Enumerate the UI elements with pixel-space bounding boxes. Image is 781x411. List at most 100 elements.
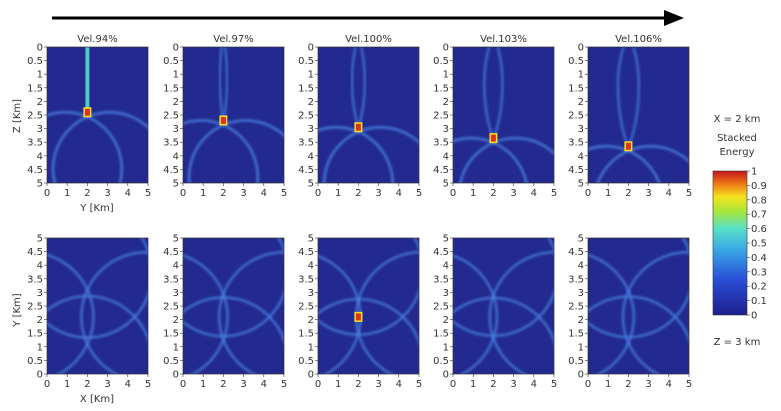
- y-tick-label: 4: [443, 151, 449, 162]
- x-tick-label: 2: [625, 188, 631, 199]
- wavefront-arc: [80, 251, 148, 374]
- y-tick-label: 0.5: [433, 56, 449, 67]
- x-tick-label: 5: [551, 188, 557, 199]
- x-tick-label: 4: [396, 379, 402, 390]
- y-tick-label: 1: [37, 70, 43, 81]
- y-tick-label: 2.5: [298, 302, 314, 313]
- y-tick-label: 5: [173, 234, 179, 245]
- colorbar-tick-label: 0.2: [751, 282, 767, 293]
- y-tick-label: 3: [443, 288, 449, 299]
- y-tick-label: 2.5: [27, 111, 43, 122]
- y-tick-label: 0.5: [27, 56, 43, 67]
- x-tick-label: 0: [44, 379, 50, 390]
- colorbar-tick-label: 0.9: [751, 181, 767, 192]
- y-tick-label: 4.5: [568, 165, 584, 176]
- x-tick-label: 1: [470, 188, 476, 199]
- legend-title-line2: Energy: [719, 147, 754, 158]
- y-tick-label: 5: [578, 179, 584, 190]
- wavefront-arc: [51, 111, 148, 183]
- y-tick-label: 3.5: [298, 138, 314, 149]
- y-tick-label: 1.5: [163, 83, 179, 94]
- y-tick-label: 3.5: [298, 274, 314, 285]
- colorbar-tick-label: 1: [751, 167, 757, 178]
- y-tick-label: 4.5: [27, 247, 43, 258]
- y-tick-label: 0.5: [568, 356, 584, 367]
- y-tick-label: 0.5: [568, 56, 584, 67]
- y-tick-label: 1.5: [298, 329, 314, 340]
- y-tick-label: 2: [173, 315, 179, 326]
- y-tick-label: 0: [578, 370, 584, 381]
- wavefront-arc: [453, 238, 554, 337]
- y-tick-label: 2: [443, 97, 449, 108]
- y-tick-label: 5: [37, 234, 43, 245]
- panel-title: Vel.106%: [615, 34, 662, 45]
- x-tick-label: 2: [84, 188, 90, 199]
- y-tick-label: 2: [443, 315, 449, 326]
- y-tick-label: 3: [308, 288, 314, 299]
- y-tick-label: 5: [578, 234, 584, 245]
- y-tick-label: 2: [37, 97, 43, 108]
- focus-point: [220, 116, 226, 124]
- y-tick-label: 4: [173, 261, 179, 272]
- x-tick-label: 0: [585, 188, 591, 199]
- x-tick-label: 0: [315, 379, 321, 390]
- wavefront-arc: [318, 238, 419, 336]
- y-tick-label: 3.5: [433, 138, 449, 149]
- y-tick-label: 1: [308, 70, 314, 81]
- colorbar-tick-label: 0.5: [751, 239, 767, 250]
- x-tick-label: 2: [490, 379, 496, 390]
- x-tick-label: 2: [84, 379, 90, 390]
- wavefront-branch: [483, 47, 495, 139]
- x-tick-label: 2: [355, 379, 361, 390]
- x-tick-label: 4: [396, 188, 402, 199]
- y-tick-label: 2: [37, 315, 43, 326]
- x-tick-label: 1: [605, 379, 611, 390]
- y-tick-label: 0.5: [433, 356, 449, 367]
- y-tick-label: 3: [173, 124, 179, 135]
- y-tick-label: 5: [37, 179, 43, 190]
- panel-title: Vel.97%: [213, 34, 253, 45]
- wavefront-arc: [453, 137, 528, 183]
- wavefront-branch: [617, 47, 630, 147]
- x-tick-label: 0: [315, 188, 321, 199]
- y-tick-label: 4: [37, 261, 43, 272]
- wavefront-pattern: [47, 47, 148, 183]
- x-tick-label: 1: [470, 379, 476, 390]
- y-tick-label: 3: [173, 288, 179, 299]
- x-tick-label: 2: [220, 188, 226, 199]
- wavefront-branch: [351, 47, 360, 128]
- colorbar: [712, 170, 748, 316]
- panel-background: [183, 47, 284, 183]
- y-tick-label: 0: [443, 43, 449, 54]
- x-tick-label: 3: [240, 188, 246, 199]
- x-tick-label: 1: [200, 379, 206, 390]
- y-tick-label: 4: [308, 261, 314, 272]
- y-tick-label: 0.5: [298, 56, 314, 67]
- x-tick-label: 3: [375, 379, 381, 390]
- y-tick-label: 5: [443, 234, 449, 245]
- y-tick-label: 3.5: [27, 274, 43, 285]
- y-tick-label: 0.5: [298, 356, 314, 367]
- y-tick-label: 2.5: [433, 111, 449, 122]
- y-tick-label: 5: [308, 234, 314, 245]
- wavefront-arc: [318, 126, 394, 183]
- y-tick-label: 4.5: [163, 247, 179, 258]
- colorbar-ticks: 1 0.9 0.8 0.7 0.6 0.5 0.4 0.3 0.2 0.1 0: [747, 167, 767, 322]
- x-tick-label: 3: [645, 379, 651, 390]
- wavefront-arc: [588, 145, 661, 183]
- wavefront-arc: [621, 251, 689, 374]
- colorbar-tick-label: 0: [751, 311, 757, 322]
- y-tick-label: 1: [173, 70, 179, 81]
- x-tick-label: 1: [200, 188, 206, 199]
- y-tick-label: 3: [443, 124, 449, 135]
- panel-title: Vel.100%: [345, 34, 392, 45]
- focus-point: [625, 142, 631, 150]
- y-tick-label: 4: [308, 151, 314, 162]
- y-tick-label: 4.5: [27, 165, 43, 176]
- wavefront-arc: [47, 238, 148, 339]
- x-tick-label: 2: [490, 188, 496, 199]
